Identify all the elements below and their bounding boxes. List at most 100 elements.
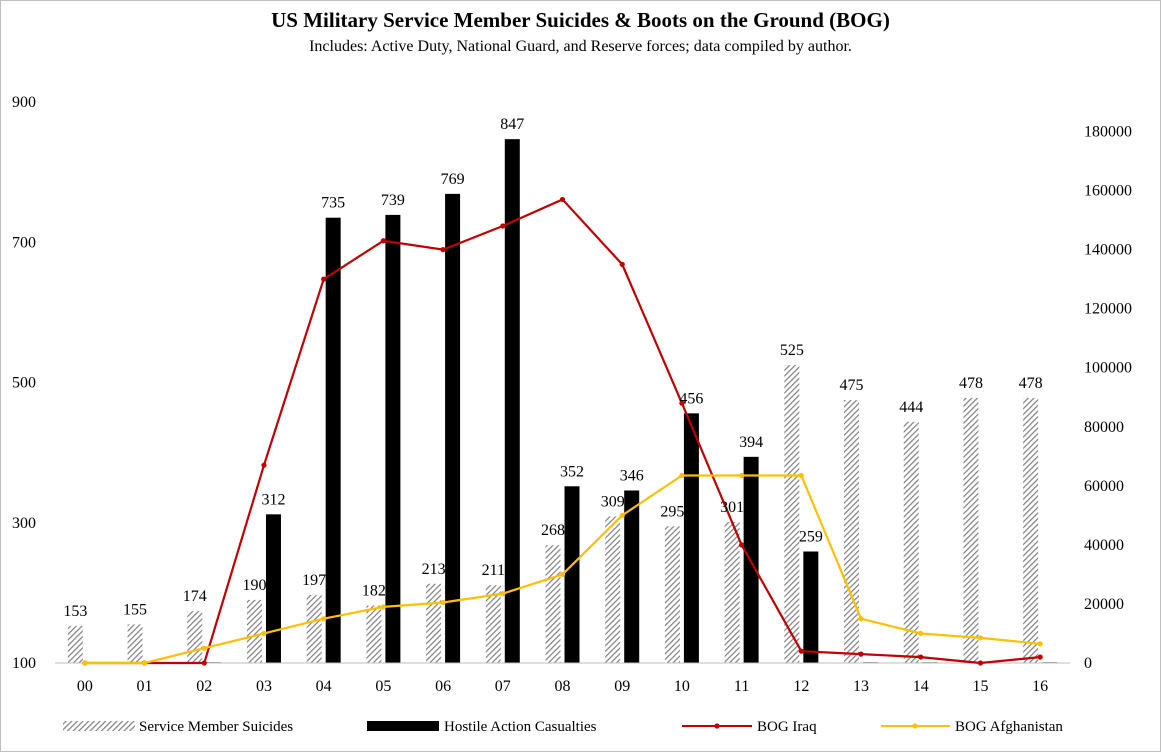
suicide-bar xyxy=(903,421,919,663)
casualty-data-label: 735 xyxy=(321,195,345,212)
legend-marker-afghanistan xyxy=(912,723,918,729)
suicide-bar xyxy=(664,526,680,663)
x-tick-label: 00 xyxy=(77,678,93,695)
series-point xyxy=(261,462,267,468)
series-line xyxy=(84,198,1041,665)
casualty-bar xyxy=(624,490,640,663)
suicide-bar xyxy=(545,545,561,663)
x-tick-label: 01 xyxy=(137,678,153,695)
legend-swatch-suicides xyxy=(63,721,135,731)
series-point xyxy=(619,512,625,518)
series-point xyxy=(977,660,984,666)
labels-layer: 153 155 174 190 312 197 735 182 739 213 769 211 847 2… xyxy=(63,116,1042,620)
suicide-bar xyxy=(485,585,501,663)
x-tick-label: 04 xyxy=(316,678,332,695)
y-right-tick-label: 0 xyxy=(1084,655,1092,672)
casualty-data-label: 769 xyxy=(441,171,465,188)
series-point xyxy=(559,571,566,578)
legend-label: Hostile Action Casualties xyxy=(444,719,597,735)
series-point xyxy=(858,616,864,622)
series-point xyxy=(380,238,386,244)
suicide-data-label: 153 xyxy=(63,603,87,620)
series-point xyxy=(1037,654,1043,660)
suicide-data-label: 211 xyxy=(482,562,505,579)
y-left-tick-label: 300 xyxy=(12,515,36,532)
y-left-tick-label: 700 xyxy=(12,234,36,251)
suicide-bar xyxy=(844,400,860,663)
series-point xyxy=(141,660,148,666)
casualty-data-label: 352 xyxy=(560,463,584,480)
casualty-data-label: 456 xyxy=(679,390,703,407)
series-point xyxy=(739,542,745,548)
casualty-data-label: 739 xyxy=(381,192,405,209)
series-point xyxy=(321,616,327,622)
series-point xyxy=(918,654,924,660)
casualty-data-label: 394 xyxy=(739,434,763,451)
y-left-tick-label: 900 xyxy=(12,94,36,111)
suicide-data-label: 190 xyxy=(242,577,266,594)
x-tick-label: 03 xyxy=(256,678,272,695)
axes-layer: 00 01 02 03 04 05 06 07 08 09 10 11 12 13 14 15 16 100 300… xyxy=(12,94,1132,695)
suicide-bar xyxy=(426,583,442,663)
suicide-bar xyxy=(127,624,143,663)
series-point xyxy=(798,648,804,654)
y-right-tick-label: 20000 xyxy=(1084,596,1124,613)
y-right-tick-label: 160000 xyxy=(1084,183,1132,200)
series-point xyxy=(201,660,207,666)
y-right-tick-label: 180000 xyxy=(1084,124,1132,141)
x-tick-label: 06 xyxy=(435,678,451,695)
suicide-data-label: 213 xyxy=(422,561,446,578)
series-point xyxy=(440,599,446,606)
suicide-bar xyxy=(784,364,800,663)
casualty-bar xyxy=(445,193,461,663)
series-line xyxy=(84,474,1041,665)
suicide-bar xyxy=(724,522,740,663)
y-right-tick-label: 100000 xyxy=(1084,360,1132,377)
series-point xyxy=(798,472,804,479)
suicide-data-label: 182 xyxy=(362,582,386,599)
x-tick-label: 12 xyxy=(793,678,809,695)
casualty-data-label: 847 xyxy=(500,116,524,133)
suicide-bar xyxy=(963,397,979,663)
suicide-bar xyxy=(1023,397,1039,663)
series-point xyxy=(201,645,207,651)
casualty-bar xyxy=(325,217,341,664)
series-point xyxy=(440,247,446,253)
chart-title: US Military Service Member Suicides & Bo… xyxy=(271,8,890,32)
x-tick-label: 02 xyxy=(196,678,212,695)
legend-marker-iraq xyxy=(714,723,720,729)
casualty-data-label: 312 xyxy=(261,491,285,508)
series-point xyxy=(500,223,506,229)
y-left-tick-label: 500 xyxy=(12,375,36,392)
suicide-data-label: 475 xyxy=(840,377,864,394)
suicide-data-label: 155 xyxy=(123,601,147,618)
series-point xyxy=(977,635,984,641)
x-tick-label: 09 xyxy=(614,678,630,695)
legend-label: BOG Afghanistan xyxy=(955,719,1063,735)
x-tick-label: 11 xyxy=(734,678,749,695)
suicide-data-label: 478 xyxy=(959,375,983,392)
suicide-data-label: 268 xyxy=(541,522,565,539)
suicide-bar xyxy=(67,625,83,663)
suicide-bar xyxy=(605,516,621,663)
casualty-bar xyxy=(504,139,520,663)
casualty-data-label: 259 xyxy=(799,529,823,546)
y-right-tick-label: 40000 xyxy=(1084,537,1124,554)
y-right-tick-label: 140000 xyxy=(1084,242,1132,259)
x-tick-label: 10 xyxy=(674,678,690,695)
lines-layer xyxy=(82,196,1043,666)
suicide-data-label: 295 xyxy=(660,503,684,520)
bars-layer xyxy=(67,139,1058,664)
series-point xyxy=(559,196,566,203)
casualty-bar xyxy=(564,486,580,663)
series-point xyxy=(679,400,685,406)
suicide-bar xyxy=(246,599,262,663)
casualty-data-label: 346 xyxy=(620,467,644,484)
legend-label: BOG Iraq xyxy=(757,719,817,735)
series-point xyxy=(500,591,506,597)
y-right-tick-label: 80000 xyxy=(1084,419,1124,436)
suicide-data-label: 174 xyxy=(183,588,207,605)
series-point xyxy=(1037,641,1043,647)
series-point xyxy=(380,604,386,610)
